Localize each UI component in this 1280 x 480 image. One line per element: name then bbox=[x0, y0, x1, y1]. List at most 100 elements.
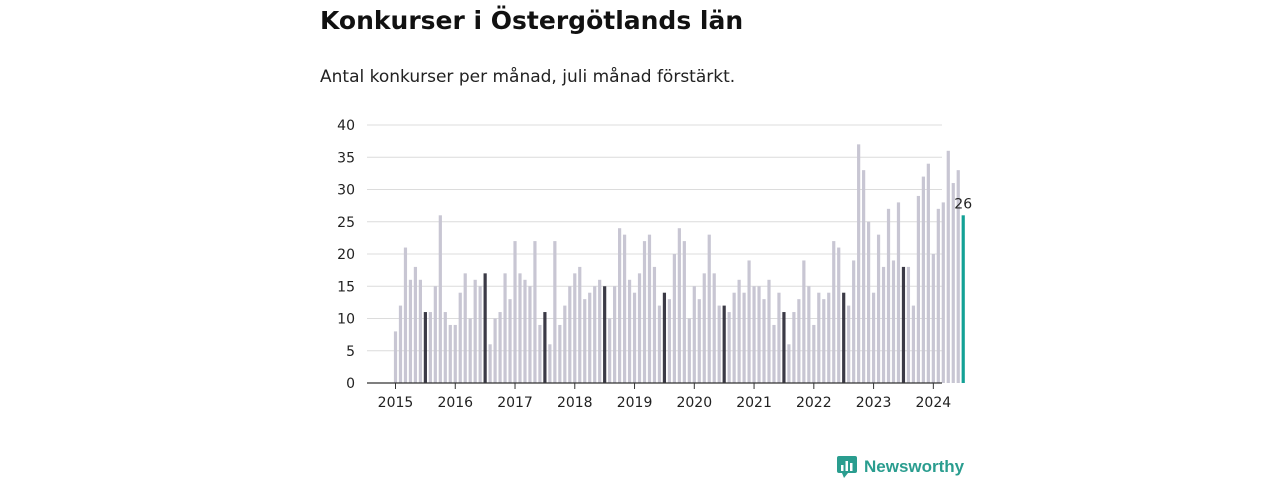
y-tick-label: 20 bbox=[337, 247, 355, 263]
bar bbox=[807, 286, 811, 383]
bar bbox=[737, 279, 741, 383]
bar bbox=[946, 150, 950, 383]
bar bbox=[956, 170, 960, 383]
bar bbox=[876, 234, 881, 383]
bar bbox=[787, 344, 791, 383]
y-tick-label: 25 bbox=[337, 215, 355, 231]
bar bbox=[792, 312, 796, 383]
bar bbox=[857, 144, 861, 383]
bar bbox=[448, 324, 452, 383]
bar bbox=[692, 286, 696, 383]
bar bbox=[513, 241, 517, 383]
x-tick-label: 2020 bbox=[676, 395, 712, 411]
bar bbox=[682, 241, 686, 383]
bar bbox=[483, 273, 487, 383]
y-tick-label: 30 bbox=[337, 183, 355, 199]
bar bbox=[657, 305, 662, 383]
bar bbox=[941, 202, 945, 383]
x-tick-label: 2019 bbox=[617, 395, 653, 411]
bar bbox=[652, 266, 657, 383]
bar bbox=[672, 254, 676, 383]
bar bbox=[936, 208, 940, 383]
bar bbox=[906, 266, 911, 383]
bar bbox=[637, 273, 642, 383]
bar bbox=[647, 234, 652, 383]
bar bbox=[747, 260, 751, 383]
bar bbox=[463, 273, 467, 383]
bar-chart-speech-bubble-icon bbox=[837, 456, 857, 478]
bar bbox=[752, 286, 756, 383]
bar bbox=[727, 312, 731, 383]
bar bbox=[881, 266, 886, 383]
bar bbox=[911, 305, 916, 383]
bar bbox=[767, 279, 771, 383]
bar bbox=[722, 305, 726, 383]
bar bbox=[891, 260, 896, 383]
bar bbox=[622, 234, 627, 383]
bar bbox=[842, 292, 846, 383]
bar bbox=[916, 195, 920, 383]
bar bbox=[548, 344, 552, 383]
bar bbox=[742, 292, 746, 383]
x-tick-label: 2023 bbox=[856, 395, 892, 411]
bar bbox=[901, 266, 906, 383]
bar bbox=[613, 286, 617, 383]
bar bbox=[627, 279, 632, 383]
bar bbox=[662, 292, 667, 383]
x-tick-label: 2016 bbox=[437, 395, 473, 411]
bar bbox=[732, 292, 736, 383]
bar bbox=[822, 299, 826, 383]
bar bbox=[418, 279, 422, 383]
bar bbox=[697, 299, 701, 383]
bar bbox=[528, 286, 532, 383]
bar bbox=[493, 318, 497, 383]
newsworthy-logo: Newsworthy bbox=[836, 455, 964, 479]
bar bbox=[707, 234, 711, 383]
bar bbox=[896, 202, 901, 383]
bar bbox=[827, 292, 831, 383]
bar bbox=[553, 241, 557, 383]
bar bbox=[558, 324, 562, 383]
bar bbox=[757, 286, 761, 383]
bar bbox=[608, 318, 612, 383]
x-tick-label: 2018 bbox=[557, 395, 593, 411]
bar bbox=[832, 241, 836, 383]
bar bbox=[398, 305, 403, 383]
bar bbox=[802, 260, 806, 383]
y-tick-label: 35 bbox=[337, 150, 355, 166]
bar bbox=[473, 279, 477, 383]
bar bbox=[702, 273, 706, 383]
bar bbox=[453, 324, 457, 383]
bar bbox=[852, 260, 856, 383]
bar bbox=[393, 331, 398, 383]
bar bbox=[837, 247, 841, 383]
x-tick-label: 2017 bbox=[497, 395, 533, 411]
bar bbox=[603, 286, 607, 383]
bar bbox=[468, 318, 472, 383]
bar bbox=[817, 292, 821, 383]
bar bbox=[777, 292, 781, 383]
x-tick-label: 2021 bbox=[736, 395, 772, 411]
bar bbox=[687, 318, 691, 383]
bar bbox=[573, 273, 577, 383]
bar bbox=[862, 170, 866, 383]
x-tick-label: 2015 bbox=[378, 395, 414, 411]
y-tick-label: 40 bbox=[337, 118, 355, 134]
bar bbox=[458, 292, 462, 383]
bar bbox=[423, 312, 427, 383]
bar bbox=[712, 273, 716, 383]
chart-title: Konkurser i Östergötlands län bbox=[320, 6, 744, 35]
bar bbox=[588, 292, 592, 383]
bar bbox=[772, 324, 776, 383]
bar bbox=[543, 312, 547, 383]
bar bbox=[762, 299, 766, 383]
bar bbox=[797, 299, 801, 383]
bar bbox=[598, 279, 602, 383]
x-tick-label: 2022 bbox=[796, 395, 832, 411]
bar bbox=[538, 324, 542, 383]
bar bbox=[632, 292, 637, 383]
bar bbox=[867, 221, 871, 383]
bar bbox=[886, 208, 891, 383]
latest-value-label: 26 bbox=[954, 196, 972, 212]
